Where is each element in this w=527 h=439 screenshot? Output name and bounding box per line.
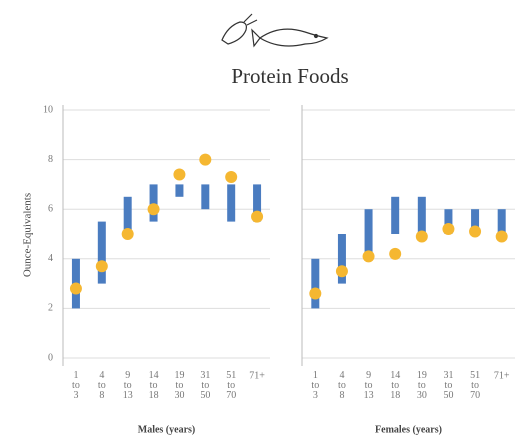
intake-dot xyxy=(96,260,108,272)
intake-dot xyxy=(148,203,160,215)
x-tick-label: 71+ xyxy=(249,370,265,381)
y-tick-label: 2 xyxy=(48,303,53,314)
range-bar xyxy=(391,197,399,234)
range-bar xyxy=(201,184,209,209)
x-axis-label: Males (years) xyxy=(138,424,195,435)
y-axis-label: Ounce-Equivalents xyxy=(22,193,34,277)
chart-title: Protein Foods xyxy=(231,64,348,88)
range-bar xyxy=(498,209,506,234)
intake-dot xyxy=(416,230,428,242)
intake-dot xyxy=(251,211,263,223)
intake-dot xyxy=(199,154,211,166)
intake-dot xyxy=(442,223,454,235)
intake-dot xyxy=(469,226,481,238)
intake-dot xyxy=(122,228,134,240)
range-bar xyxy=(98,222,106,284)
range-bar xyxy=(418,197,426,234)
y-tick-label: 6 xyxy=(48,203,53,214)
range-bar xyxy=(227,184,235,221)
intake-dot xyxy=(309,288,321,300)
food-icon xyxy=(222,14,327,46)
intake-dot xyxy=(336,265,348,277)
intake-dot xyxy=(70,283,82,295)
x-axis-label: Females (years) xyxy=(375,424,442,435)
chart: Protein Foods Ounce-Equivalents 0 2 4 6 8 10 1… xyxy=(0,0,527,439)
y-tick-label: 0 xyxy=(48,352,53,363)
intake-dot xyxy=(225,171,237,183)
intake-dot xyxy=(496,230,508,242)
range-bar xyxy=(150,184,158,221)
y-tick-label: 8 xyxy=(48,154,53,165)
range-bar xyxy=(311,259,319,309)
x-tick-label: 71+ xyxy=(494,370,510,381)
y-tick-label: 4 xyxy=(48,253,53,264)
intake-dot xyxy=(389,248,401,260)
range-bar xyxy=(175,184,183,196)
intake-dot xyxy=(173,168,185,180)
y-tick-label: 10 xyxy=(43,104,53,115)
intake-dot xyxy=(363,250,375,262)
